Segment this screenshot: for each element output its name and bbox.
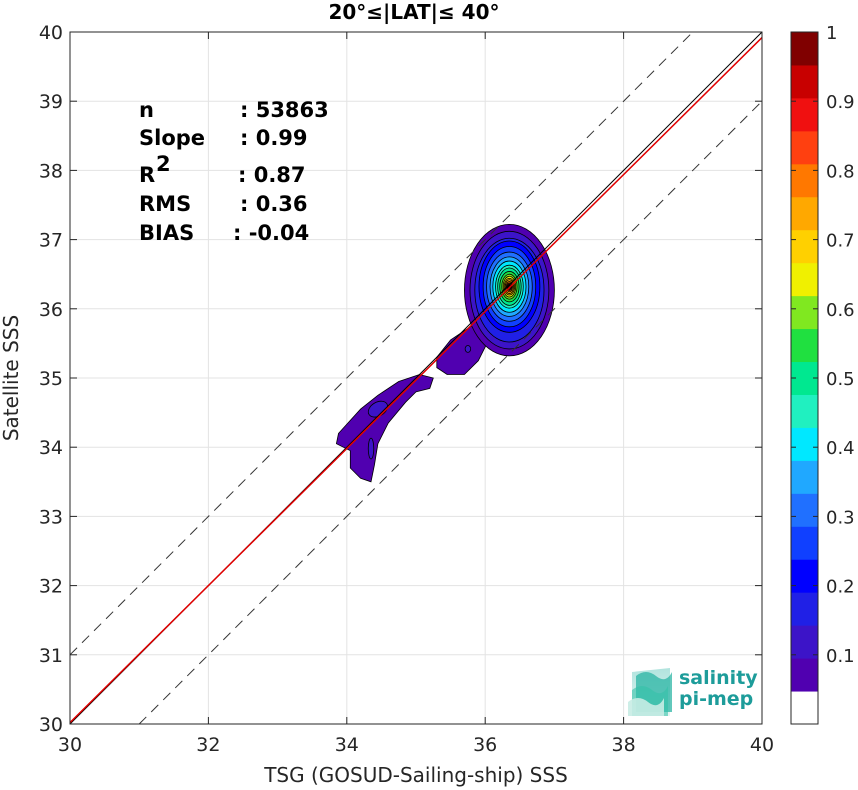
colorbar-segment bbox=[791, 32, 818, 66]
regression-line bbox=[70, 37, 762, 724]
colorbar-segment bbox=[791, 559, 818, 593]
x-axis-label: TSG (GOSUD-Sailing-ship) SSS bbox=[263, 763, 568, 787]
y-ticks: 30 31 32 33 34 35 36 37 38 39 40 bbox=[39, 22, 762, 736]
y-tick-label: 35 bbox=[39, 368, 63, 390]
salinity-pi-mep-logo: salinity pi-mep bbox=[628, 667, 758, 716]
y-tick-label: 33 bbox=[39, 506, 63, 528]
stat-label-bias: BIAS bbox=[139, 221, 194, 245]
logo-text-1: salinity bbox=[679, 667, 758, 689]
colorbar-segment bbox=[791, 658, 818, 692]
y-tick-label: 40 bbox=[39, 22, 63, 44]
colorbar-tick-label: 0.4 bbox=[826, 438, 855, 459]
lower-dashed-line bbox=[138, 100, 762, 724]
stat-value-r: : 0.87 bbox=[238, 163, 306, 187]
colorbar-segment bbox=[791, 592, 818, 626]
plot-area: 30 32 34 36 38 40 30 31 32 33 34 35 36 37 38 39 40 bbox=[39, 22, 774, 756]
upper-dashed-line bbox=[70, 32, 694, 656]
stat-value-rms: : 0.36 bbox=[240, 192, 308, 216]
colorbar-segment bbox=[791, 427, 818, 461]
stats-box: n : 53863 Slope : 0.99 R 2 : 0.87 RMS : 0.36 BIAS… bbox=[139, 98, 329, 245]
stat-label-rms: RMS bbox=[139, 192, 191, 216]
y-tick-label: 39 bbox=[39, 91, 63, 113]
stat-label-n: n bbox=[139, 98, 154, 122]
y-tick-label: 36 bbox=[39, 299, 63, 321]
logo-text-2: pi-mep bbox=[679, 688, 753, 710]
colorbar-tick-label: 0.9 bbox=[826, 92, 855, 113]
colorbar-segment bbox=[791, 163, 818, 198]
colorbar-tick-label: 1 bbox=[826, 23, 837, 44]
y-axis-label: Satellite SSS bbox=[0, 315, 23, 441]
y-tick-label: 38 bbox=[39, 160, 63, 182]
colorbar-tick-label: 0.1 bbox=[826, 646, 855, 667]
colorbar-segment bbox=[791, 196, 818, 231]
colorbar-tick-label: 0.3 bbox=[826, 507, 855, 528]
colorbar: 0.1 0.2 0.3 0.4 0.5 0.6 0.7 0.8 0.9 1 bbox=[790, 23, 855, 725]
wave-icon bbox=[628, 668, 672, 716]
x-tick-label: 30 bbox=[58, 734, 82, 756]
colorbar-tick-label: 0.6 bbox=[826, 300, 855, 321]
y-tick-label: 34 bbox=[39, 437, 63, 459]
x-tick-label: 36 bbox=[473, 734, 497, 756]
low-cluster-outer bbox=[335, 374, 434, 483]
stat-label-sup: 2 bbox=[156, 152, 171, 176]
y-tick-label: 30 bbox=[39, 714, 63, 736]
tail-cluster-spot bbox=[464, 345, 472, 353]
colorbar-segment bbox=[791, 262, 818, 297]
colorbar-segment bbox=[791, 526, 818, 560]
x-tick-label: 40 bbox=[750, 734, 774, 756]
y-tick-label: 31 bbox=[39, 645, 63, 667]
reference-lines bbox=[70, 32, 762, 724]
x-tick-label: 32 bbox=[196, 734, 220, 756]
chart-title: 20°≤|LAT|≤ 40° bbox=[328, 0, 499, 24]
colorbar-segment bbox=[791, 295, 818, 330]
x-tick-label: 34 bbox=[335, 734, 359, 756]
x-ticks: 30 32 34 36 38 40 bbox=[58, 32, 774, 756]
y-tick-label: 37 bbox=[39, 230, 63, 252]
colorbar-segment bbox=[791, 130, 818, 165]
colorbar-tick-label: 0.7 bbox=[826, 231, 855, 252]
colorbar-tick-label: 0.2 bbox=[826, 577, 855, 598]
colorbar-segment bbox=[791, 394, 818, 428]
colorbar-segment bbox=[791, 64, 818, 99]
stat-label-r: R bbox=[139, 163, 155, 187]
colorbar-segment bbox=[791, 493, 818, 527]
stat-label-slope: Slope bbox=[139, 126, 205, 150]
colorbar-segment bbox=[791, 97, 818, 132]
colorbar-tick-label: 0.8 bbox=[826, 161, 855, 182]
colorbar-segment bbox=[791, 625, 818, 659]
stat-value-slope: : 0.99 bbox=[240, 126, 308, 150]
stat-value-n: : 53863 bbox=[240, 98, 329, 122]
colorbar-segment bbox=[791, 691, 818, 725]
colorbar-segment bbox=[791, 229, 818, 264]
stat-value-bias: : -0.04 bbox=[233, 221, 309, 245]
colorbar-segment bbox=[791, 328, 818, 363]
x-tick-label: 38 bbox=[612, 734, 636, 756]
colorbar-tick-label: 0.5 bbox=[826, 369, 855, 390]
y-tick-label: 32 bbox=[39, 576, 63, 598]
low-cluster-spot bbox=[367, 437, 375, 460]
colorbar-segment bbox=[791, 460, 818, 494]
